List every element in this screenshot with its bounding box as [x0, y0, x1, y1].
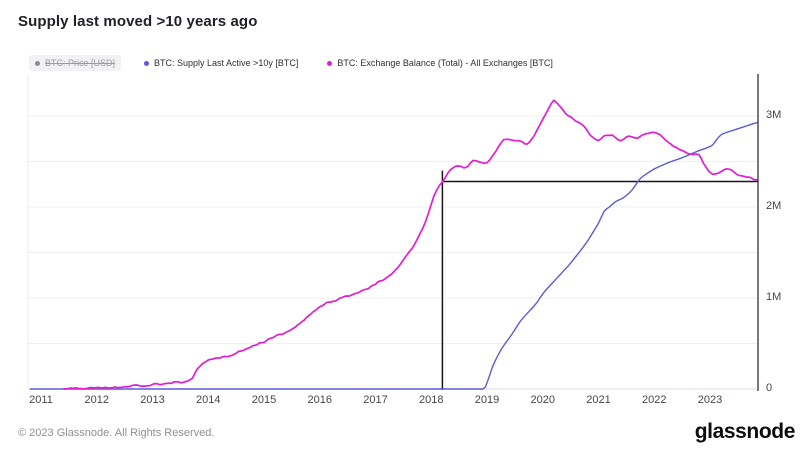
legend-item-exchange-balance[interactable]: BTC: Exchange Balance (Total) - All Exch…	[321, 55, 559, 71]
legend: BTC: Price [USD] BTC: Supply Last Active…	[29, 55, 559, 71]
x-tick-label: 2017	[363, 394, 388, 406]
x-tick-label: 2015	[251, 394, 277, 406]
x-tick-label: 2018	[419, 394, 444, 406]
legend-label: BTC: Price [USD]	[45, 58, 116, 68]
glassnode-logo: glassnode	[694, 420, 796, 443]
y-tick-label: 3M	[766, 109, 782, 121]
x-tick-label: 2019	[474, 394, 500, 406]
page-title: Supply last moved >10 years ago	[18, 13, 258, 30]
y-tick-label: 1M	[766, 291, 782, 303]
x-tick-label: 2013	[140, 394, 165, 406]
series-line-exchange-balance	[63, 99, 758, 390]
x-tick-label: 2016	[307, 394, 332, 406]
x-tick-label: 2014	[196, 394, 221, 406]
x-tick-label: 2021	[586, 394, 611, 406]
x-tick-label: 2011	[29, 394, 53, 406]
x-tick-label: 2022	[642, 394, 667, 406]
y-tick-label: 0	[766, 382, 773, 394]
series-dot-icon	[144, 60, 150, 66]
legend-item-btc-price[interactable]: BTC: Price [USD]	[29, 55, 122, 71]
copyright-text: © 2023 Glassnode. All Rights Reserved.	[18, 427, 215, 439]
y-tick-label: 2M	[766, 200, 782, 212]
legend-label: BTC: Supply Last Active >10y [BTC]	[154, 58, 299, 68]
legend-label: BTC: Exchange Balance (Total) - All Exch…	[337, 58, 553, 68]
series-dot-icon	[35, 60, 40, 66]
series-dot-icon	[327, 60, 333, 66]
x-tick-label: 2012	[84, 394, 109, 406]
series-line-supply-last-active-10y	[29, 121, 759, 390]
x-tick-label: 2020	[530, 394, 555, 406]
legend-item-supply-last-active-10y[interactable]: BTC: Supply Last Active >10y [BTC]	[138, 55, 304, 71]
x-tick-label: 2023	[697, 394, 723, 406]
